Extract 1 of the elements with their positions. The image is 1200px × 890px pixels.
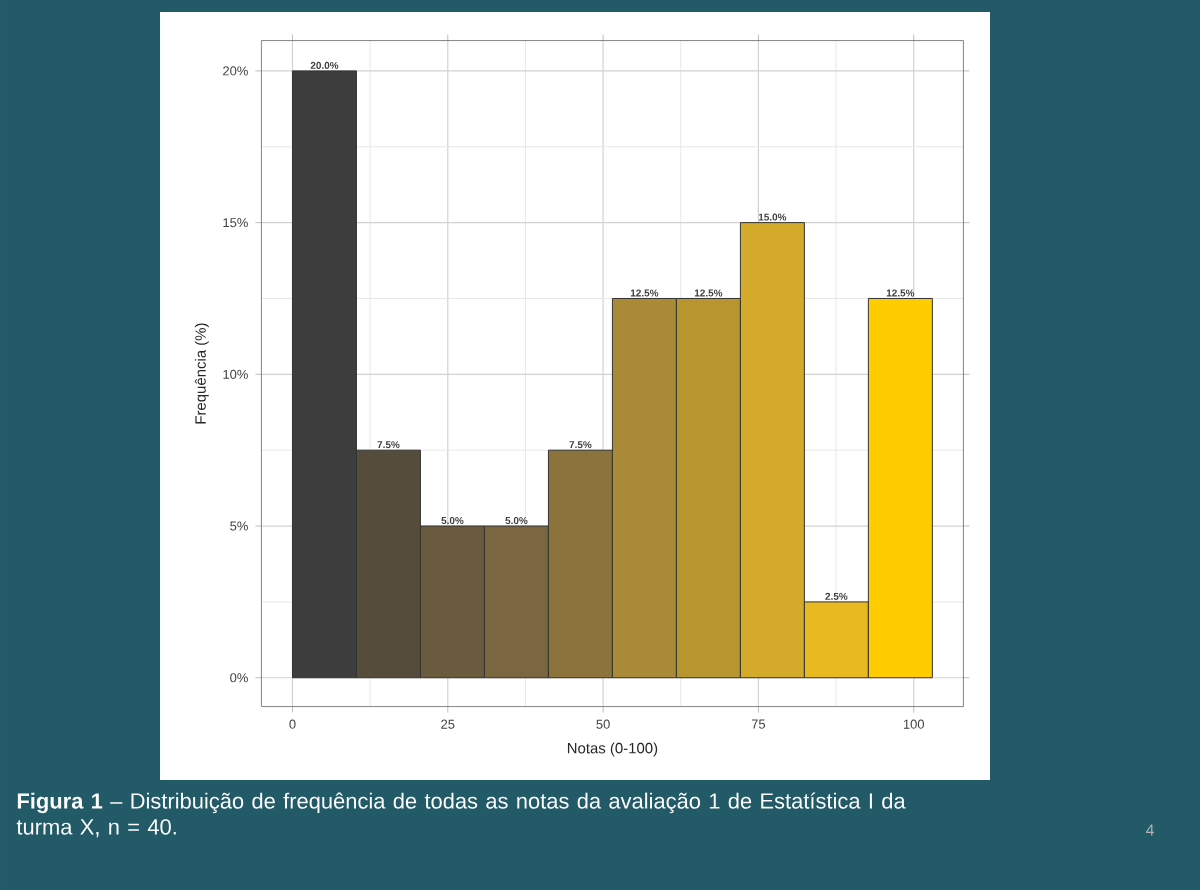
text: Figura 1 – Distribuição de frequência de todas as notas da avaliação 1 de Estatística I da turma X, n = 40. <box>16 792 906 838</box>
